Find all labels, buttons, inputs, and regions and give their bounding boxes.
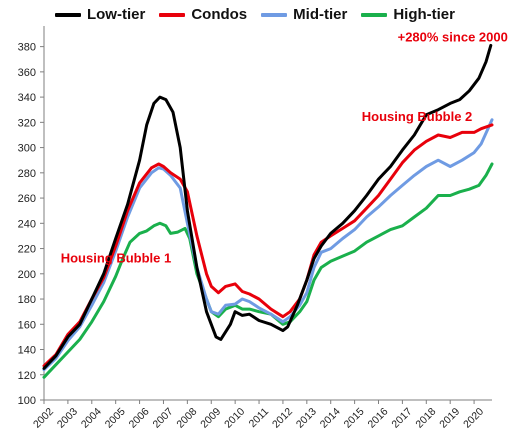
x-tick-label-2014: 2014: [318, 405, 343, 430]
legend-swatch-condos: [159, 12, 186, 17]
x-tick-label-2011: 2011: [247, 405, 272, 430]
y-tick-label-340: 340: [18, 92, 36, 104]
x-tick-label-2016: 2016: [366, 405, 391, 430]
y-tick-label-300: 300: [18, 143, 36, 155]
series-line-condos: [42, 123, 494, 368]
legend-swatch-high-tier: [361, 12, 388, 17]
y-tick-label-360: 360: [18, 67, 36, 79]
x-tick-label-2019: 2019: [437, 405, 462, 430]
x-tick-label-2007: 2007: [151, 405, 176, 430]
y-tick-label-260: 260: [18, 193, 36, 205]
y-tick-label-120: 120: [18, 370, 36, 382]
y-tick-label-380: 380: [18, 42, 36, 54]
legend-label-low-tier: Low-tier: [86, 6, 146, 23]
chart-annotation-3: +280% since 2000: [398, 30, 508, 45]
legend-label-condos: Condos: [191, 6, 248, 23]
y-tick-label-220: 220: [18, 244, 36, 256]
y-tick-label-240: 240: [18, 218, 36, 230]
x-tick-label-2015: 2015: [342, 405, 367, 430]
x-tick-label-2002: 2002: [31, 405, 56, 430]
x-tick-label-2013: 2013: [294, 405, 319, 430]
x-tick-label-2012: 2012: [270, 405, 295, 430]
y-tick-label-140: 140: [18, 345, 36, 357]
legend-label-mid-tier: Mid-tier: [293, 6, 348, 23]
y-tick-label-160: 160: [18, 319, 36, 331]
legend-swatch-mid-tier: [261, 12, 288, 17]
y-tick-label-280: 280: [18, 168, 36, 180]
legend-item-mid-tier: Mid-tier: [261, 6, 347, 23]
chart-annotation-2: Housing Bubble 2: [362, 109, 473, 124]
x-tick-label-2004: 2004: [79, 405, 104, 430]
legend-item-low-tier: Low-tier: [54, 6, 146, 23]
x-tick-label-2006: 2006: [127, 405, 152, 430]
x-tick-label-2018: 2018: [413, 405, 438, 430]
x-tick-label-2009: 2009: [198, 405, 223, 430]
x-tick-label-2003: 2003: [55, 405, 80, 430]
series-line-mid-tier: [42, 118, 494, 372]
x-tick-label-2010: 2010: [222, 405, 247, 430]
legend-item-condos: Condos: [159, 6, 247, 23]
chart-annotation-1: Housing Bubble 1: [61, 250, 172, 265]
legend-swatch-low-tier: [54, 12, 81, 17]
legend-label-high-tier: High-tier: [393, 6, 455, 23]
x-tick-label-2020: 2020: [461, 405, 486, 430]
y-tick-label-320: 320: [18, 117, 36, 129]
y-tick-label-100: 100: [18, 395, 36, 407]
chart-legend: Low-tier Condos Mid-tier High-tier: [0, 6, 510, 23]
series-line-low-tier: [42, 43, 493, 370]
x-tick-label-2005: 2005: [103, 405, 128, 430]
x-tick-label-2017: 2017: [389, 405, 414, 430]
y-tick-label-180: 180: [18, 294, 36, 306]
series-line-high-tier: [42, 162, 494, 379]
legend-item-high-tier: High-tier: [361, 6, 455, 23]
x-tick-label-2008: 2008: [174, 405, 199, 430]
y-tick-label-200: 200: [18, 269, 36, 281]
